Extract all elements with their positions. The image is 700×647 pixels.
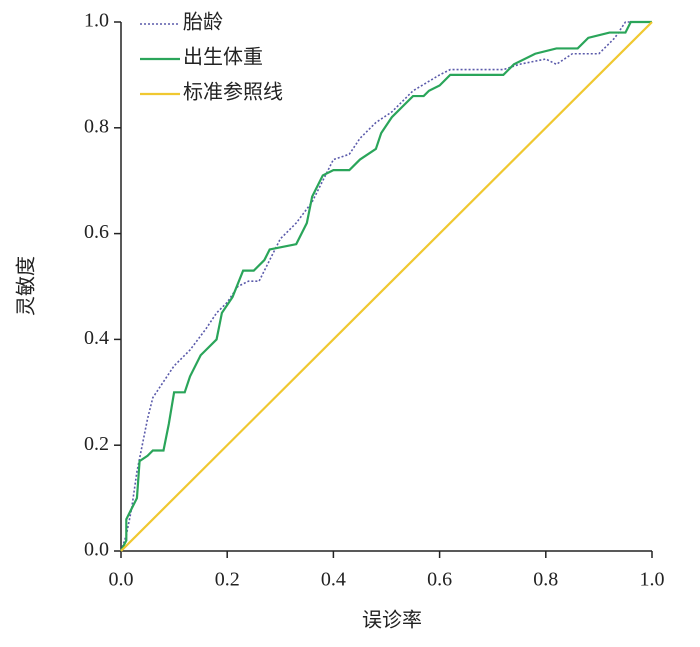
x-tick-label: 0.0: [109, 569, 134, 591]
y-tick-label: 0.8: [84, 115, 109, 137]
roc-line: [120, 21, 653, 552]
x-tick-label: 0.6: [427, 569, 452, 591]
roc-line: [120, 20, 652, 552]
y-tick-label: 0.2: [84, 433, 109, 455]
x-tick-label: 0.4: [321, 569, 346, 591]
x-tick-label: 1.0: [640, 569, 665, 591]
y-axis-label: 灵敏度: [15, 256, 38, 316]
x-tick-label: 0.8: [533, 569, 558, 591]
y-tick-label: 0.6: [84, 221, 109, 243]
legend-label: 出生体重: [183, 46, 263, 69]
roc-line: [120, 21, 652, 552]
y-tick-label: 0.4: [84, 327, 109, 349]
y-tick-label: 0.0: [84, 539, 109, 561]
y-tick-label: 1.0: [84, 10, 109, 32]
x-tick-label: 0.2: [215, 569, 240, 591]
x-axis-label: 误诊率: [362, 609, 422, 632]
legend-label: 标准参照线: [183, 81, 283, 104]
legend-label: 胎龄: [183, 11, 223, 34]
